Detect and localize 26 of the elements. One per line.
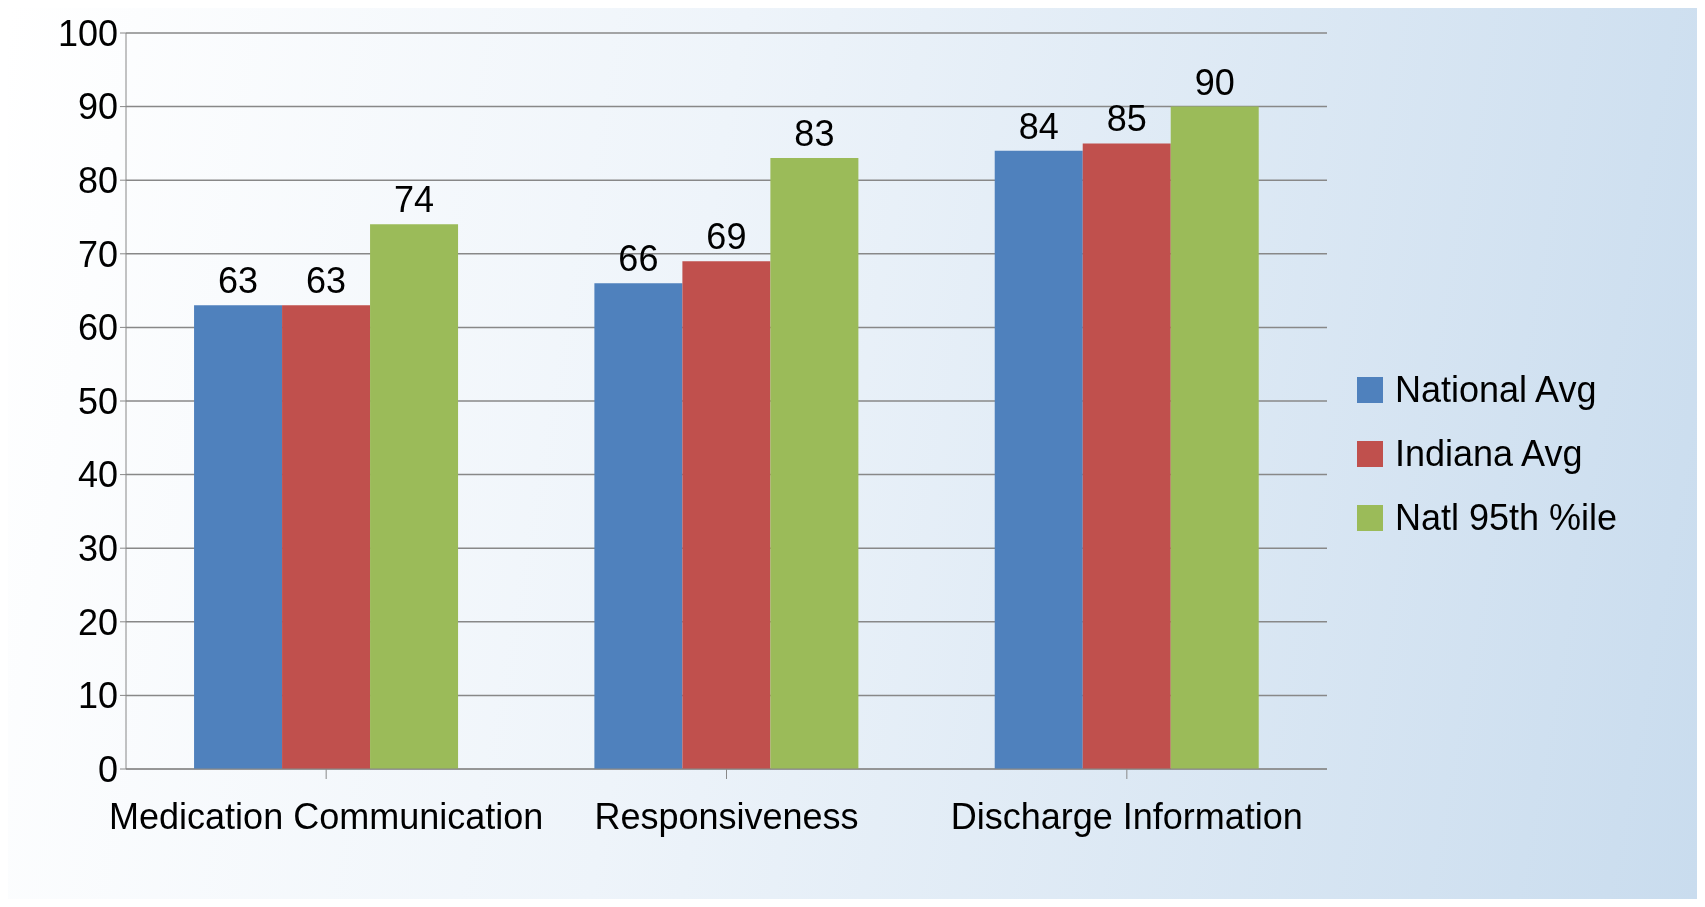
y-tick-label: 40 (77, 454, 118, 496)
y-tick-label: 0 (97, 748, 118, 790)
data-label: 63 (306, 260, 347, 302)
data-label: 84 (1018, 105, 1059, 147)
x-tick-label: Discharge Information (950, 795, 1303, 837)
data-label: 83 (794, 113, 835, 155)
legend-label: National Avg (1395, 368, 1597, 411)
data-label: 85 (1106, 98, 1147, 140)
x-tick-label: Responsiveness (594, 795, 859, 837)
y-tick-label: 90 (77, 86, 118, 128)
data-label: 69 (706, 216, 747, 258)
y-tick-label: 70 (77, 233, 118, 275)
y-tick-label: 60 (77, 307, 118, 349)
data-label: 66 (618, 238, 659, 280)
y-tick-label: 20 (77, 601, 118, 643)
x-tick-label: Medication Communication (109, 795, 544, 837)
y-tick-label: 10 (77, 675, 118, 717)
y-tick-label: 50 (77, 380, 118, 422)
y-tick-label: 30 (77, 527, 118, 569)
legend-label: Indiana Avg (1395, 432, 1583, 475)
data-label: 74 (394, 179, 435, 221)
data-label: 90 (1194, 61, 1235, 103)
y-tick-label: 80 (77, 159, 118, 201)
legend-label: Natl 95th %ile (1395, 496, 1618, 539)
y-tick-label: 100 (57, 12, 118, 54)
data-label: 63 (218, 260, 259, 302)
